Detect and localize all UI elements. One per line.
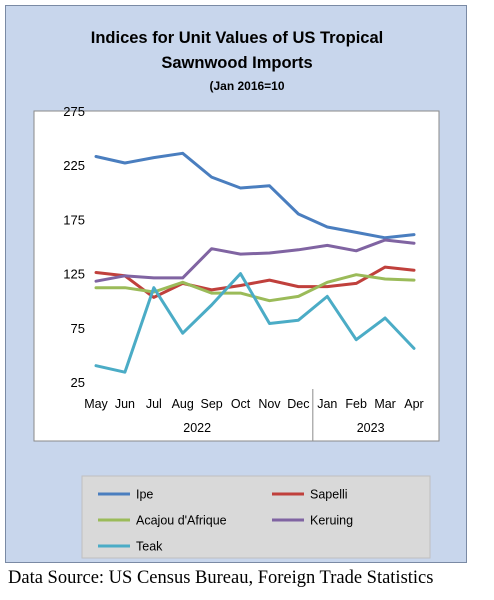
chart-frame: Indices for Unit Values of US Tropical S… [5, 5, 467, 563]
year-label: 2022 [183, 421, 211, 435]
year-label: 2023 [357, 421, 385, 435]
x-tick-label: Mar [374, 397, 396, 411]
series-lines [94, 151, 416, 374]
series-line-ipe [94, 151, 416, 240]
chart-title-line2: Sawnwood Imports [161, 54, 312, 72]
y-tick-label: 125 [63, 267, 85, 282]
y-tick-label: 275 [63, 104, 85, 119]
x-tick-label: Nov [258, 397, 281, 411]
legend: Ipe Sapelli Acajou d'Afrique Keruing Teak [98, 488, 353, 554]
x-axis: May Jun Jul Aug Sep Oct Nov Dec Jan Feb Mar Apr 2022… [84, 389, 424, 441]
series-line-sapelli [94, 265, 416, 299]
x-tick-label: May [84, 397, 108, 411]
x-tick-label: Sep [201, 397, 223, 411]
legend-label: Acajou d'Afrique [136, 514, 227, 528]
x-tick-label: Apr [404, 397, 423, 411]
chart-svg: Indices for Unit Values of US Tropical S… [33, 29, 440, 559]
legend-label: Ipe [136, 488, 153, 502]
x-tick-label: Oct [231, 397, 251, 411]
y-tick-label: 75 [71, 321, 85, 336]
y-tick-label: 25 [71, 375, 85, 390]
x-tick-label: Aug [172, 397, 194, 411]
y-tick-label: 175 [63, 212, 85, 227]
chart-subtitle: (Jan 2016=10 [209, 79, 284, 93]
legend-label: Keruing [310, 514, 353, 528]
y-tick-label: 225 [63, 158, 85, 173]
series-line-teak [94, 272, 416, 374]
x-tick-label: Jul [146, 397, 162, 411]
x-tick-label: Feb [345, 397, 367, 411]
x-tick-label: Jun [115, 397, 135, 411]
source-note: Data Source: US Census Bureau, Foreign T… [8, 568, 434, 588]
legend-label: Teak [136, 540, 163, 554]
legend-box [81, 475, 431, 559]
x-tick-label: Dec [287, 397, 309, 411]
series-line-keruing [94, 238, 416, 283]
chart-title: Indices for Unit Values of US Tropical [91, 29, 383, 47]
y-axis: 25 75 125 175 225 275 [63, 104, 85, 390]
x-tick-label: Jan [317, 397, 337, 411]
legend-label: Sapelli [310, 488, 348, 502]
